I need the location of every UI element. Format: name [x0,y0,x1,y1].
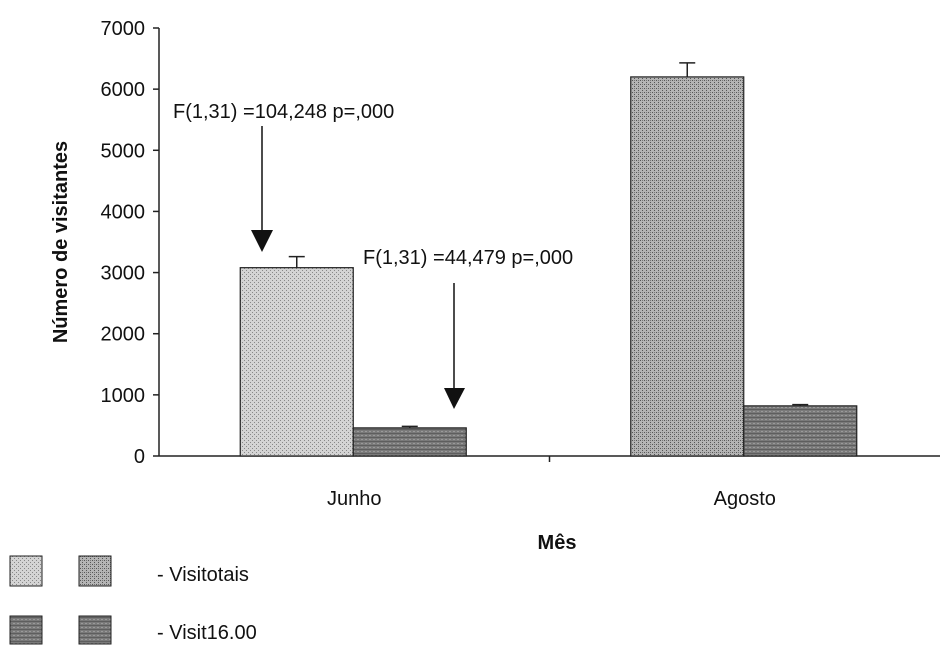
x-tick-label: Agosto [714,488,776,510]
y-axis-title: Número de visitantes [50,141,72,343]
annotation-junho-visit16: F(1,31) =44,479 p=,000 [363,247,573,269]
y-ticks: 0 1000 2000 3000 4000 5000 6000 7000 [101,18,159,468]
y-tick-label: 4000 [101,201,146,223]
x-axis-title: Mês [538,532,577,554]
annotation-arrowhead-2 [444,388,465,409]
bar-visit16-junho [352,427,467,457]
y-tick-label: 5000 [101,140,146,162]
annotation-junho-visitotais: F(1,31) =104,248 p=,000 [173,101,394,123]
legend-swatch-visit16-junho [9,615,43,645]
y-tick-label: 1000 [101,385,146,407]
y-tick-label: 2000 [101,324,146,346]
legend-swatch-visitotais-junho [9,555,43,587]
legend-swatch-visit16-agosto [78,615,112,645]
legend-label-visit16: - Visit16.00 [157,622,257,644]
y-tick-label: 0 [134,446,145,468]
y-tick-label: 7000 [101,18,146,40]
x-tick-label: Junho [327,488,382,510]
legend-label-visitotais: - Visitotais [157,564,249,586]
bar-visitotais-junho [239,267,354,457]
legend: - Visitotais - Visit16.00 [9,555,257,645]
bar-visitotais-agosto [630,76,745,457]
bars [239,62,858,457]
annotation-arrowhead-1 [251,230,273,252]
y-tick-label: 3000 [101,263,146,285]
y-tick-label: 6000 [101,79,146,101]
bar-visit16-agosto [743,405,858,457]
legend-swatch-visitotais-agosto [78,555,112,587]
x-ticks: Junho Agosto [327,456,776,510]
